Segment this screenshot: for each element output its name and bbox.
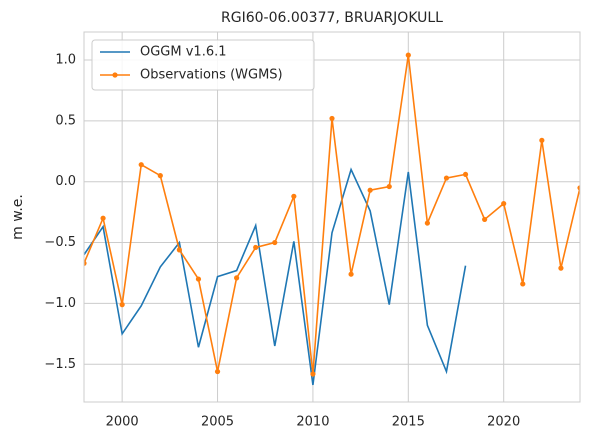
data-point	[100, 215, 106, 221]
data-point	[234, 275, 240, 281]
data-point	[482, 216, 488, 223]
data-point	[367, 187, 373, 193]
data-point	[520, 281, 526, 287]
data-point	[253, 244, 259, 251]
x-tick-label: 2020	[487, 415, 520, 430]
data-point	[539, 137, 545, 143]
data-point	[348, 271, 354, 277]
data-point	[577, 185, 580, 191]
legend-marker	[112, 72, 118, 78]
data-point	[329, 115, 335, 122]
data-point	[386, 183, 392, 190]
data-point	[272, 239, 278, 246]
data-point	[157, 173, 163, 179]
y-tick-label: −1.0	[44, 296, 76, 311]
series-layer	[84, 52, 580, 386]
y-tick-label: −1.5	[44, 357, 76, 372]
data-point	[405, 52, 411, 58]
x-tick-label: 2010	[296, 415, 329, 430]
x-tick-label: 2015	[392, 415, 425, 430]
y-tick-label: 0.0	[55, 174, 76, 189]
y-tick-label: −0.5	[44, 235, 76, 250]
y-tick-label: 0.5	[55, 113, 76, 128]
series-line	[84, 167, 467, 386]
data-point	[558, 265, 564, 271]
plot-border	[83, 31, 581, 403]
legend: OGGM v1.6.1 Observations (WGMS)	[91, 39, 315, 91]
legend-label: Observations (WGMS)	[140, 68, 283, 83]
y-tick-label: 1.0	[55, 52, 76, 67]
chart-title: RGI60-06.00377, BRUARJOKULL	[221, 10, 443, 26]
data-point	[195, 276, 202, 282]
plot-area	[84, 32, 580, 402]
x-tick-label: 2005	[201, 415, 234, 430]
data-point	[424, 220, 430, 226]
data-point	[176, 247, 182, 253]
data-point	[462, 171, 469, 178]
data-point	[119, 302, 125, 308]
legend-box	[91, 39, 315, 91]
data-point	[291, 193, 297, 199]
data-point	[501, 201, 507, 207]
data-point	[310, 371, 316, 377]
y-axis-label: m w.e.	[10, 194, 26, 240]
legend-label: OGGM v1.6.1	[140, 45, 227, 60]
x-tick-label: 2000	[106, 415, 139, 430]
data-point	[84, 260, 87, 266]
data-point	[138, 162, 144, 168]
data-point	[214, 368, 221, 375]
data-point	[443, 175, 450, 181]
